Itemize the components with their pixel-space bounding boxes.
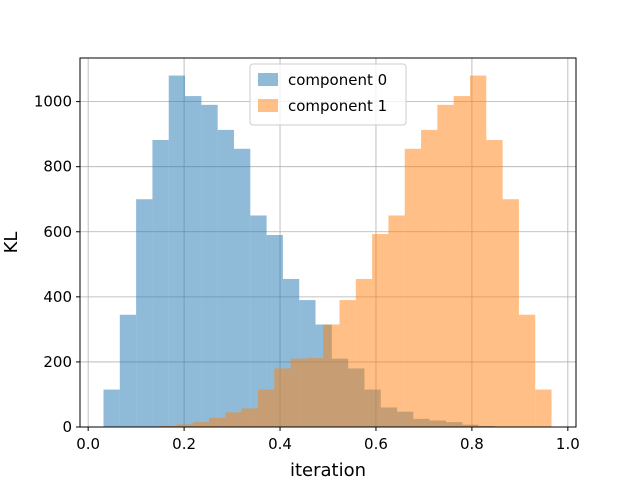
x-tick-label: 0.4	[268, 435, 292, 453]
histogram-bar-component-1	[453, 96, 470, 428]
histogram-bar-component-1	[388, 215, 405, 427]
y-tick-label: 800	[43, 158, 72, 176]
histogram-bar-component-1	[437, 104, 454, 427]
histogram-bar-component-1	[192, 422, 210, 427]
histogram-bar-component-0	[168, 75, 186, 428]
histogram-bar-component-1	[486, 140, 503, 427]
histogram-bar-component-0	[103, 389, 120, 427]
histogram-bar-component-0	[185, 96, 202, 428]
histogram-bar-component-1	[274, 368, 291, 427]
histogram-bar-component-1	[421, 129, 438, 427]
legend-swatch-component-1	[258, 99, 278, 112]
y-tick-label: 600	[43, 223, 72, 241]
histogram-bar-component-1	[225, 412, 242, 427]
histogram-bar-component-1	[290, 358, 307, 427]
x-tick-label: 0.6	[364, 435, 388, 453]
histogram-bar-component-0	[250, 215, 267, 427]
histogram-bar-component-0	[119, 314, 137, 427]
histogram-bar-component-0	[201, 104, 218, 427]
bars	[103, 75, 552, 428]
histogram-bar-component-1	[176, 424, 193, 427]
histogram-bar-component-1	[518, 314, 536, 427]
histogram-bar-component-1	[372, 234, 389, 427]
legend-label-component-1: component 1	[288, 97, 387, 115]
x-axis-label: iteration	[290, 460, 366, 480]
x-tick-label: 0.2	[172, 435, 196, 453]
histogram-bar-component-1	[306, 358, 324, 427]
histogram-bar-component-1	[502, 199, 519, 427]
histogram-bar-component-1	[209, 417, 226, 427]
histogram-bar-component-1	[469, 75, 487, 428]
x-tick-label: 1.0	[556, 435, 580, 453]
histogram-bar-component-1	[257, 389, 275, 427]
histogram-bar-component-1	[241, 408, 258, 427]
legend-box	[249, 63, 407, 126]
ticks: 0.0 0.2 0.4 0.6 0.8 1.0 0 200 400 600 800 1000	[34, 93, 580, 453]
histogram-bar-component-1	[323, 324, 340, 427]
histogram-bar-component-0	[233, 148, 251, 428]
histogram-bar-component-1	[355, 278, 373, 427]
y-tick-label: 400	[43, 288, 72, 306]
histogram-bar-component-0	[217, 129, 234, 427]
histogram-bar-component-0	[136, 199, 153, 427]
legend-label-component-0: component 0	[288, 71, 387, 89]
y-tick-label: 0	[62, 418, 72, 436]
histogram-bar-component-1	[404, 148, 422, 428]
y-tick-label: 200	[43, 353, 72, 371]
x-tick-label: 0.0	[76, 435, 100, 453]
axes-frame	[79, 57, 577, 428]
legend: component 0 component 1	[249, 63, 407, 126]
histogram-bar-component-0	[152, 140, 169, 427]
histogram-bar-component-1	[339, 300, 356, 427]
y-tick-label: 1000	[34, 93, 72, 111]
y-axis-label: KL	[1, 232, 22, 254]
histogram-bar-component-1	[535, 389, 552, 427]
legend-swatch-component-0	[258, 73, 278, 86]
x-tick-label: 0.8	[460, 435, 484, 453]
